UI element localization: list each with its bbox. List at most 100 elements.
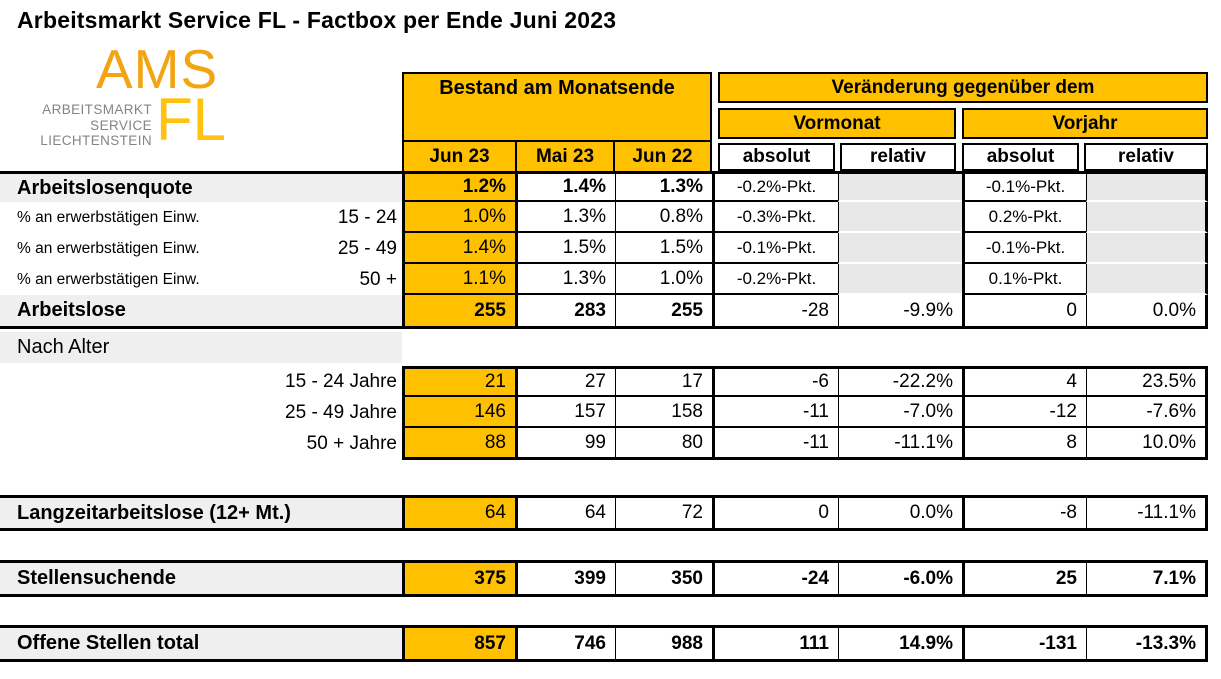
cell-vorjahr-absolut: -0.1%-Pkt. <box>962 233 1086 264</box>
header-month: Mai 23 <box>515 142 613 171</box>
cell-vormonat-absolut: -6 <box>712 366 838 397</box>
cell-jun22: 17 <box>615 366 712 397</box>
cell-vormonat-absolut: -11 <box>712 428 838 460</box>
empty-cell <box>1086 264 1208 295</box>
quote-block: Arbeitslosenquote 1.2% 1.4% 1.3% -0.2%-P… <box>0 171 1208 329</box>
cell-jun22: 1.0% <box>615 264 712 295</box>
langzeit-block: Langzeitarbeitslose (12+ Mt.) 64 64 72 0… <box>0 495 1208 531</box>
cell-mai23: 1.4% <box>515 171 615 202</box>
cell-mai23: 27 <box>515 366 615 397</box>
nach-alter-section: Nach Alter <box>0 332 1208 363</box>
table-row-arbeitslosenquote: Arbeitslosenquote 1.2% 1.4% 1.3% -0.2%-P… <box>0 171 1208 202</box>
row-label: % an erwerbstätigen Einw. 25 - 49 <box>17 237 397 259</box>
cell-vorjahr-absolut: -8 <box>962 495 1086 531</box>
empty-cell <box>838 171 962 202</box>
cell-mai23: 399 <box>515 560 615 597</box>
empty-cell <box>838 202 962 233</box>
cell-mai23: 1.5% <box>515 233 615 264</box>
cell-mai23: 157 <box>515 397 615 428</box>
row-label: 25 - 49 Jahre <box>285 401 397 423</box>
cell-mai23: 1.3% <box>515 264 615 295</box>
cell-jun22: 80 <box>615 428 712 460</box>
table-row-arbeitslose: Arbeitslose 255 283 255 -28 -9.9% 0 0.0% <box>0 295 1208 329</box>
cell-vormonat-relativ: -9.9% <box>838 295 962 329</box>
header-vormonat-relativ: relativ <box>840 143 956 171</box>
row-label: Offene Stellen total <box>0 625 402 662</box>
cell-vormonat-absolut: -0.3%-Pkt. <box>712 202 838 233</box>
cell-jun23: 1.0% <box>402 202 515 233</box>
cell-vormonat-absolut: -0.1%-Pkt. <box>712 233 838 264</box>
cell-vormonat-relativ: -22.2% <box>838 366 962 397</box>
cell-vormonat-absolut: -28 <box>712 295 838 329</box>
stellensuchende-block: Stellensuchende 375 399 350 -24 -6.0% 25… <box>0 560 1208 597</box>
header-vorjahr-absolut: absolut <box>962 143 1079 171</box>
cell-vorjahr-relativ: -7.6% <box>1086 397 1208 428</box>
header-vormonat-absolut: absolut <box>718 143 835 171</box>
cell-jun22: 1.5% <box>615 233 712 264</box>
cell-vorjahr-absolut: 8 <box>962 428 1086 460</box>
cell-vorjahr-relativ: 23.5% <box>1086 366 1208 397</box>
row-label: Stellensuchende <box>0 560 402 597</box>
cell-vormonat-absolut: -24 <box>712 560 838 597</box>
cell-jun23: 1.2% <box>402 171 515 202</box>
header-vorjahr-relativ: relativ <box>1084 143 1208 171</box>
logo-acronym: AMS <box>96 38 219 100</box>
cell-vormonat-relativ: -6.0% <box>838 560 962 597</box>
header-month-row: Jun 23 Mai 23 Jun 22 <box>402 140 712 171</box>
cell-jun22: 158 <box>615 397 712 428</box>
cell-mai23: 1.3% <box>515 202 615 233</box>
cell-jun23: 857 <box>402 625 515 662</box>
cell-vormonat-absolut: -0.2%-Pkt. <box>712 171 838 202</box>
cell-vorjahr-absolut: 25 <box>962 560 1086 597</box>
logo-subtitle-line: SERVICE <box>90 117 152 133</box>
logo-subtitle-line: LIECHTENSTEIN <box>40 133 152 148</box>
cell-vormonat-relativ: -7.0% <box>838 397 962 428</box>
cell-vormonat-relativ: 14.9% <box>838 625 962 662</box>
cell-vorjahr-absolut: 4 <box>962 366 1086 397</box>
cell-vorjahr-relativ: 0.0% <box>1086 295 1208 329</box>
cell-jun22: 255 <box>615 295 712 329</box>
empty-cell <box>1086 233 1208 264</box>
table-row-stellensuchende: Stellensuchende 375 399 350 -24 -6.0% 25… <box>0 560 1208 597</box>
cell-mai23: 64 <box>515 495 615 531</box>
cell-vorjahr-absolut: 0.2%-Pkt. <box>962 202 1086 233</box>
header-month: Jun 22 <box>613 142 710 171</box>
header-month: Jun 23 <box>429 145 490 167</box>
row-label: Arbeitslose <box>0 295 402 329</box>
cell-mai23: 283 <box>515 295 615 329</box>
cell-mai23: 746 <box>515 625 615 662</box>
logo-region: FL <box>156 86 227 153</box>
cell-vorjahr-relativ: -11.1% <box>1086 495 1208 531</box>
row-label: Langzeitarbeitslose (12+ Mt.) <box>0 495 402 531</box>
offene-stellen-block: Offene Stellen total 857 746 988 111 14.… <box>0 625 1208 662</box>
cell-jun23: 146 <box>402 397 515 428</box>
table-row-50plus-jahre: 50 + Jahre 88 99 80 -11 -11.1% 8 10.0% <box>0 428 1208 460</box>
row-label: % an erwerbstätigen Einw. 15 - 24 <box>17 206 397 228</box>
cell-vormonat-absolut: -11 <box>712 397 838 428</box>
cell-jun23: 255 <box>402 295 515 329</box>
empty-cell <box>1086 202 1208 233</box>
cell-jun23: 1.1% <box>402 264 515 295</box>
cell-jun23: 21 <box>402 366 515 397</box>
cell-vormonat-absolut: 111 <box>712 625 838 662</box>
ams-fl-logo: AMS ARBEITSMARKT SERVICE LIECHTENSTEIN F… <box>12 42 247 162</box>
cell-jun23: 1.4% <box>402 233 515 264</box>
table-row-quote-25-49: % an erwerbstätigen Einw. 25 - 49 1.4% 1.… <box>0 233 1208 264</box>
cell-jun23: 64 <box>402 495 515 531</box>
cell-vorjahr-absolut: 0 <box>962 295 1086 329</box>
empty-cell <box>838 233 962 264</box>
header-vormonat: Vormonat <box>718 108 956 139</box>
cell-vorjahr-absolut: -131 <box>962 625 1086 662</box>
logo-subtitle-line: ARBEITSMARKT <box>42 102 152 117</box>
row-label: % an erwerbstätigen Einw. 50 + <box>17 268 397 290</box>
age-block: 15 - 24 Jahre 21 27 17 -6 -22.2% 4 23.5%… <box>0 366 1208 460</box>
cell-jun22: 988 <box>615 625 712 662</box>
table-row-quote-50plus: % an erwerbstätigen Einw. 50 + 1.1% 1.3% … <box>0 264 1208 295</box>
cell-vormonat-absolut: -0.2%-Pkt. <box>712 264 838 295</box>
header-veraenderung: Veränderung gegenüber dem <box>718 72 1208 103</box>
table-row-langzeitarbeitslose: Langzeitarbeitslose (12+ Mt.) 64 64 72 0… <box>0 495 1208 531</box>
cell-vorjahr-relativ: -13.3% <box>1086 625 1208 662</box>
table-row-quote-15-24: % an erwerbstätigen Einw. 15 - 24 1.0% 1.… <box>0 202 1208 233</box>
cell-vormonat-relativ: -11.1% <box>838 428 962 460</box>
cell-vorjahr-relativ: 7.1% <box>1086 560 1208 597</box>
